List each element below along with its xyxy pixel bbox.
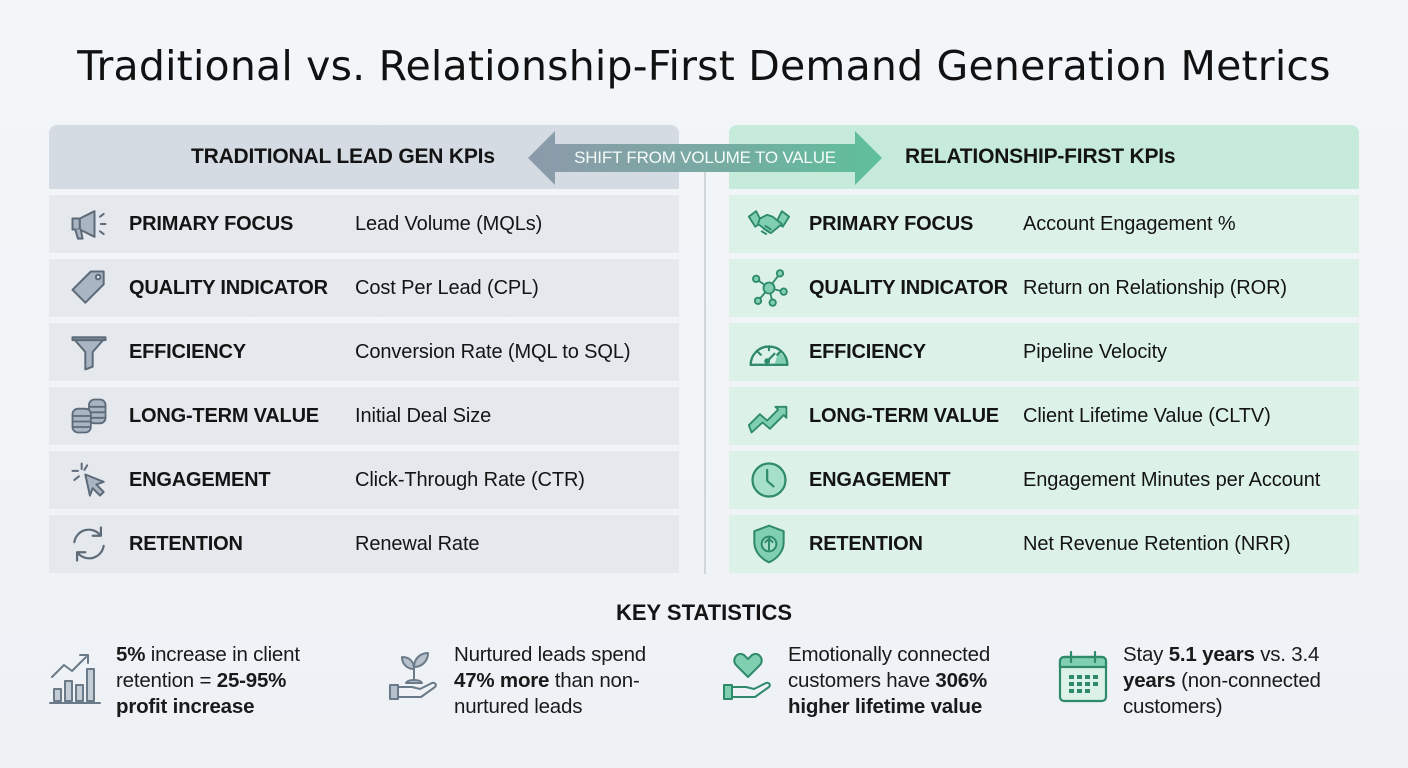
metric-value: Conversion Rate (MQL to SQL) (355, 340, 631, 363)
clock-icon (729, 451, 809, 509)
shift-arrow: SHIFT FROM VOLUME TO VALUE (528, 131, 882, 185)
metric-value: Return on Relationship (ROR) (1023, 276, 1287, 299)
price-tag-icon (49, 259, 129, 317)
refresh-cycle-icon (49, 515, 129, 573)
trending-up-icon (729, 387, 809, 445)
stat-emotional-connection: Emotionally connected customers have 306… (718, 642, 1028, 720)
hand-plant-icon (384, 642, 444, 712)
shield-arrow-up-icon (729, 515, 809, 573)
metric-label: RETENTION (129, 532, 243, 555)
metric-value: Click-Through Rate (CTR) (355, 468, 585, 491)
relationship-panel-header: RELATIONSHIP-FIRST KPIs (729, 125, 1359, 189)
stat-nurtured-leads: Nurtured leads spend 47% more than non-n… (384, 642, 684, 720)
metric-label: LONG-TERM VALUE (809, 404, 999, 427)
metric-label: LONG-TERM VALUE (129, 404, 319, 427)
metric-value: Client Lifetime Value (CLTV) (1023, 404, 1271, 427)
metric-label: EFFICIENCY (129, 340, 246, 363)
metric-label: RETENTION (809, 532, 923, 555)
relationship-row-primary-focus: PRIMARY FOCUS Account Engagement % (729, 195, 1359, 253)
traditional-row-retention: RETENTION Renewal Rate (49, 515, 679, 573)
stat-text: 5% increase in client retention = 25-95%… (116, 643, 300, 718)
double-arrow-icon (528, 131, 882, 185)
megaphone-icon (49, 195, 129, 253)
funnel-icon (49, 323, 129, 381)
speedometer-icon (729, 323, 809, 381)
metric-value: Renewal Rate (355, 532, 480, 555)
relationship-kpis-panel: RELATIONSHIP-FIRST KPIs PRIMARY FOCUS Ac… (729, 125, 1359, 579)
traditional-row-engagement: ENGAGEMENT Click-Through Rate (CTR) (49, 451, 679, 509)
relationship-row-engagement: ENGAGEMENT Engagement Minutes per Accoun… (729, 451, 1359, 509)
stat-text: Emotionally connected customers have 306… (788, 643, 991, 718)
metric-label: QUALITY INDICATOR (129, 276, 328, 299)
bar-chart-growth-icon (46, 642, 106, 712)
traditional-row-long-term-value: LONG-TERM VALUE Initial Deal Size (49, 387, 679, 445)
metric-label: QUALITY INDICATOR (809, 276, 1008, 299)
metric-value: Engagement Minutes per Account (1023, 468, 1321, 491)
shift-arrow-label: SHIFT FROM VOLUME TO VALUE (574, 148, 836, 167)
metric-label: PRIMARY FOCUS (129, 212, 294, 235)
network-hub-icon (729, 259, 809, 317)
metric-value: Net Revenue Retention (NRR) (1023, 532, 1291, 555)
stat-retention-profit: 5% increase in client retention = 25-95%… (46, 642, 326, 720)
center-divider (704, 170, 706, 574)
relationship-row-quality-indicator: QUALITY INDICATOR Return on Relationship… (729, 259, 1359, 317)
stat-text: Stay 5.1 years vs. 3.4 years (non-connec… (1123, 643, 1321, 718)
metric-label: ENGAGEMENT (809, 468, 951, 491)
metric-label: EFFICIENCY (809, 340, 926, 363)
metric-value: Pipeline Velocity (1023, 340, 1167, 363)
traditional-kpis-panel: TRADITIONAL LEAD GEN KPIs PRIMARY FOCUS … (49, 125, 679, 579)
stat-text: Nurtured leads spend 47% more than non-n… (454, 643, 647, 718)
coin-stack-icon (49, 387, 129, 445)
metric-value: Account Engagement % (1023, 212, 1236, 235)
calendar-icon (1053, 642, 1113, 712)
hand-heart-icon (718, 642, 778, 712)
relationship-row-retention: RETENTION Net Revenue Retention (NRR) (729, 515, 1359, 573)
page-title: Traditional vs. Relationship-First Deman… (77, 42, 1331, 90)
metric-label: ENGAGEMENT (129, 468, 271, 491)
metric-value: Cost Per Lead (CPL) (355, 276, 539, 299)
traditional-row-primary-focus: PRIMARY FOCUS Lead Volume (MQLs) (49, 195, 679, 253)
cursor-click-icon (49, 451, 129, 509)
relationship-row-long-term-value: LONG-TERM VALUE Client Lifetime Value (C… (729, 387, 1359, 445)
handshake-icon (729, 195, 809, 253)
key-statistics-title: KEY STATISTICS (615, 600, 793, 625)
traditional-row-quality-indicator: QUALITY INDICATOR Cost Per Lead (CPL) (49, 259, 679, 317)
metric-label: PRIMARY FOCUS (809, 212, 974, 235)
metric-value: Initial Deal Size (355, 404, 492, 427)
traditional-row-efficiency: EFFICIENCY Conversion Rate (MQL to SQL) (49, 323, 679, 381)
relationship-row-efficiency: EFFICIENCY Pipeline Velocity (729, 323, 1359, 381)
metric-value: Lead Volume (MQLs) (355, 212, 543, 235)
stat-customer-tenure: Stay 5.1 years vs. 3.4 years (non-connec… (1053, 642, 1353, 720)
